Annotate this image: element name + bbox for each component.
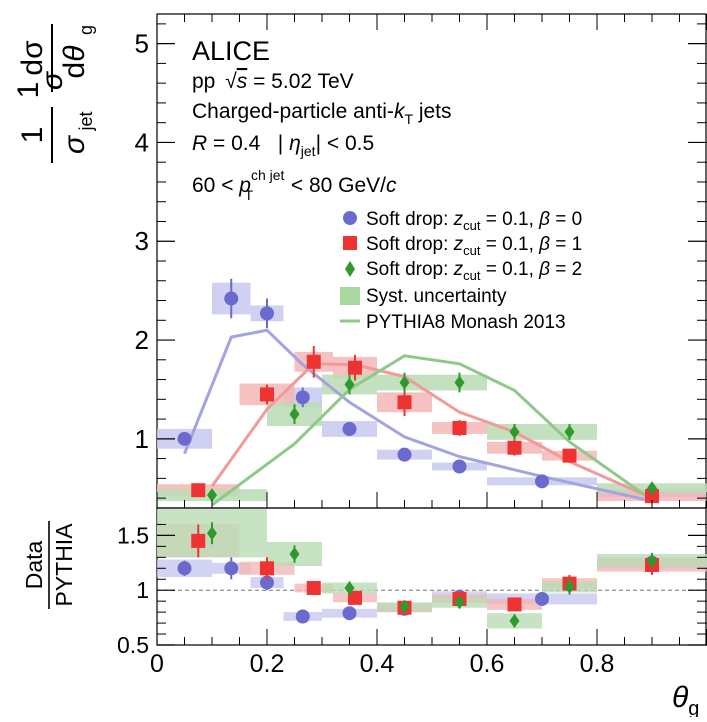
legend-marker-syst — [340, 287, 360, 305]
ratio-point-beta0 — [260, 575, 274, 590]
legend-marker-beta2 — [345, 261, 355, 277]
data-point-beta1 — [397, 395, 412, 410]
legend: Soft drop: zcut = 0.1, β = 0 Soft drop: … — [340, 209, 582, 333]
data-point-beta2 — [344, 377, 355, 392]
legend-label-beta2: Soft drop: zcut = 0.1, β = 2 — [366, 259, 582, 283]
data-point-beta0 — [177, 431, 192, 446]
data-point-beta1 — [645, 489, 659, 504]
top-y-axis-label-fraction: 1 σ jet — [16, 107, 96, 163]
x-axis-label: θg — [672, 681, 699, 717]
svg-text:1: 1 — [12, 82, 45, 99]
top-y-tick-label: 4 — [135, 127, 149, 157]
legend-label-beta0: Soft drop: zcut = 0.1, β = 0 — [366, 209, 582, 233]
sqrt-symbol: √ — [225, 70, 237, 93]
ratio-point-beta2 — [207, 526, 217, 541]
ratio-point-beta1 — [191, 533, 206, 548]
jet-type-label: Charged-particle anti-kT jets — [192, 100, 452, 127]
top-y-tick-label: 1 — [135, 424, 149, 454]
ratio-point-beta1 — [306, 581, 321, 596]
legend-label-beta1: Soft drop: zcut = 0.1, β = 1 — [366, 234, 582, 258]
svg-text:Data: Data — [21, 541, 47, 590]
top-y-tick-label: 3 — [135, 226, 149, 256]
data-point-beta1 — [452, 420, 467, 435]
legend-label-pythia: PYTHIA8 Monash 2013 — [366, 312, 566, 333]
x-tick-label: 0.6 — [470, 650, 505, 678]
ratio-point-beta0 — [224, 561, 239, 576]
data-point-beta2 — [207, 488, 217, 503]
ratio-y-axis-label: Data PYTHIA — [21, 521, 77, 609]
svg-text:1: 1 — [16, 127, 49, 144]
data-point-beta2 — [289, 407, 300, 422]
ratio-systematic-boxes — [157, 509, 707, 629]
data-point-beta0 — [224, 291, 239, 306]
data-point-beta0 — [342, 421, 357, 436]
svg-text:g: g — [76, 25, 96, 35]
top-y-tick-label: 5 — [135, 29, 149, 59]
ratio-point-beta2 — [564, 579, 575, 594]
svg-text:jet: jet — [76, 111, 96, 131]
ratio-axis-ticks: 0.5 1 1.5 0 0.2 0.4 0.6 0.8 — [117, 522, 707, 678]
data-point-beta1 — [260, 387, 274, 402]
data-point-beta1 — [306, 354, 321, 369]
collision-system-label: pp √s = 5.02 TeV — [192, 70, 354, 93]
data-point-beta1 — [562, 448, 577, 463]
ratio-point-beta2 — [399, 599, 410, 614]
top-y-tick-label: 2 — [135, 325, 149, 355]
data-point-beta0 — [397, 447, 412, 462]
x-tick-label: 0.2 — [250, 650, 285, 678]
ratio-y-tick-label: 1.5 — [117, 522, 149, 548]
x-tick-label: 0.4 — [360, 650, 395, 678]
ratio-point-beta2 — [289, 547, 300, 562]
top-axis-ticks: 1 2 3 4 5 — [135, 14, 707, 508]
legend-marker-beta1 — [343, 236, 357, 250]
ratio-point-beta1 — [507, 597, 522, 612]
data-point-beta1 — [348, 360, 362, 375]
jet-radius-eta-label: R = 0.4 | ηjet| < 0.5 — [192, 132, 374, 159]
legend-marker-beta0 — [343, 211, 357, 225]
pt-range-label: 60 < pch jet T < 80 GeV/c — [192, 167, 397, 203]
data-point-beta2 — [564, 424, 575, 439]
svg-text:σ: σ — [58, 134, 91, 154]
x-tick-label: 0.8 — [580, 650, 615, 678]
ratio-y-tick-label: 1 — [136, 577, 149, 603]
svg-text:dσ: dσ — [16, 40, 49, 76]
data-point-beta0 — [295, 390, 310, 405]
ratio-y-tick-label: 0.5 — [117, 632, 149, 658]
ratio-point-beta1 — [348, 590, 362, 605]
data-point-beta0 — [535, 474, 549, 489]
ratio-point-beta2 — [344, 581, 355, 596]
x-tick-label: 0 — [150, 650, 164, 678]
top-data-points — [177, 278, 659, 504]
ratio-point-beta0 — [342, 606, 357, 621]
data-point-beta0 — [260, 306, 274, 321]
pythia-curve-beta2 — [211, 354, 653, 507]
data-point-beta2 — [509, 424, 520, 439]
data-point-beta1 — [507, 440, 522, 455]
ratio-data-points — [177, 522, 659, 628]
data-point-beta0 — [452, 459, 467, 474]
experiment-label: ALICE — [192, 36, 270, 66]
ratio-point-beta2 — [509, 613, 520, 628]
pythia-curve-beta0 — [183, 328, 653, 503]
ratio-point-beta2 — [647, 553, 657, 568]
top-y-axis-label-derivative: dσ dθ g — [16, 24, 96, 92]
svg-text:PYTHIA: PYTHIA — [51, 523, 77, 607]
ratio-point-beta0 — [535, 591, 549, 606]
data-point-beta2 — [399, 375, 410, 390]
svg-text:dθ: dθ — [58, 45, 91, 79]
data-point-beta2 — [454, 375, 465, 390]
ratio-point-beta2 — [454, 595, 465, 610]
data-point-beta1 — [191, 483, 206, 498]
ratio-point-beta0 — [177, 561, 192, 576]
ratio-point-beta1 — [260, 561, 274, 576]
data-point-beta2 — [647, 481, 657, 496]
ratio-point-beta0 — [295, 609, 310, 624]
legend-label-syst: Syst. uncertainty — [366, 286, 507, 307]
